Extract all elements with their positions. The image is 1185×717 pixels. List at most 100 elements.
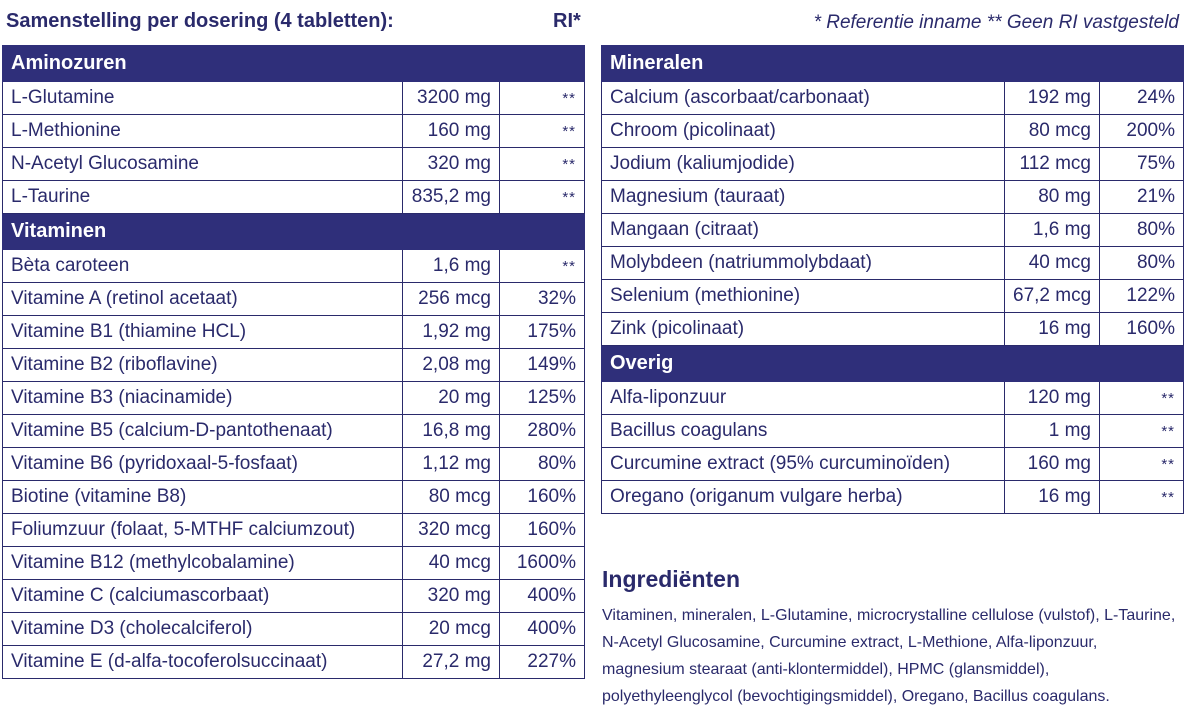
- nutrient-amount: 320 mg: [402, 147, 500, 181]
- nutrient-name: L-Glutamine: [2, 81, 403, 115]
- nutrient-amount: 835,2 mg: [402, 180, 500, 214]
- nutrient-ri: 149%: [499, 348, 585, 382]
- nutrient-amount: 112 mcg: [1004, 147, 1100, 181]
- nutrient-ri: 125%: [499, 381, 585, 415]
- table-row: Bacillus coagulans 1 mg **: [601, 414, 1185, 448]
- table-row: L-Glutamine 3200 mg **: [2, 81, 585, 115]
- nutrient-name: Vitamine B6 (pyridoxaal-5-fosfaat): [2, 447, 403, 481]
- table-row: Bèta caroteen 1,6 mg **: [2, 249, 585, 283]
- nutrient-amount: 1,12 mg: [402, 447, 500, 481]
- nutrient-ri: 175%: [499, 315, 585, 349]
- nutrient-ri: 160%: [499, 480, 585, 514]
- nutrient-name: Jodium (kaliumjodide): [601, 147, 1005, 181]
- nutrient-amount: 192 mg: [1004, 81, 1100, 115]
- table-row: Vitamine D3 (cholecalciferol) 20 mcg 400%: [2, 612, 585, 646]
- nutrient-ri: **: [1098, 381, 1185, 415]
- table-row: Chroom (picolinaat) 80 mcg 200%: [601, 114, 1185, 148]
- nutrient-amount: 3200 mg: [402, 81, 500, 115]
- nutrient-ri: **: [499, 114, 585, 148]
- nutrient-name: Alfa-liponzuur: [601, 381, 1005, 415]
- nutrient-ri: **: [499, 249, 585, 283]
- nutrient-ri: 280%: [499, 414, 585, 448]
- nutrient-name: Foliumzuur (folaat, 5-MTHF calciumzout): [2, 513, 403, 547]
- nutrient-ri: 32%: [499, 282, 585, 316]
- left-nutrition-table: Aminozuren L-Glutamine 3200 mg ** L-Methioni…: [2, 45, 585, 679]
- nutrient-name: Selenium (methionine): [601, 279, 1005, 313]
- nutrient-name: Vitamine B12 (methylcobalamine): [2, 546, 403, 580]
- table-row: Vitamine B3 (niacinamide) 20 mg 125%: [2, 381, 585, 415]
- nutrient-ri: **: [499, 147, 585, 181]
- ingredients-text: Vitaminen, mineralen, L-Glutamine, micro…: [602, 607, 1176, 705]
- table-row: Foliumzuur (folaat, 5-MTHF calciumzout) 3…: [2, 513, 585, 547]
- nutrient-amount: 20 mcg: [402, 612, 500, 646]
- table-row: Vitamine C (calciumascorbaat) 320 mg 400%: [2, 579, 585, 613]
- nutrient-ri: **: [1098, 414, 1185, 448]
- nutrient-ri: 122%: [1098, 279, 1185, 313]
- nutrient-amount: 2,08 mg: [402, 348, 500, 382]
- nutrient-name: Mangaan (citraat): [601, 213, 1005, 247]
- nutrient-ri: 1600%: [499, 546, 585, 580]
- nutrient-amount: 27,2 mg: [402, 645, 500, 679]
- nutrient-name: L-Methionine: [2, 114, 403, 148]
- nutrient-name: Magnesium (tauraat): [601, 180, 1005, 214]
- nutrient-ri: 21%: [1098, 180, 1185, 214]
- nutrient-ri: 160%: [1098, 312, 1185, 346]
- nutrient-amount: 320 mcg: [402, 513, 500, 547]
- table-row: Mangaan (citraat) 1,6 mg 80%: [601, 213, 1185, 247]
- table-row: Calcium (ascorbaat/carbonaat) 192 mg 24%: [601, 81, 1185, 115]
- table-row: Magnesium (tauraat) 80 mg 21%: [601, 180, 1185, 214]
- nutrient-amount: 40 mcg: [1004, 246, 1100, 280]
- nutrient-amount: 256 mcg: [402, 282, 500, 316]
- nutrient-ri: 160%: [499, 513, 585, 547]
- nutrient-amount: 120 mg: [1004, 381, 1100, 415]
- nutrient-name: Bèta caroteen: [2, 249, 403, 283]
- section-header: Mineralen: [600, 45, 1185, 82]
- section-header: Overig: [600, 345, 1185, 382]
- nutrient-amount: 16 mg: [1004, 480, 1100, 514]
- nutrient-name: Molybdeen (natriummolybdaat): [601, 246, 1005, 280]
- ingredients-title: Ingrediënten: [602, 566, 741, 592]
- nutrient-ri: 24%: [1098, 81, 1185, 115]
- left-table-body: Aminozuren L-Glutamine 3200 mg ** L-Methioni…: [2, 45, 585, 679]
- nutrient-ri: 80%: [1098, 246, 1185, 280]
- nutrient-ri: 80%: [499, 447, 585, 481]
- nutrient-amount: 80 mcg: [1004, 114, 1100, 148]
- nutrient-name: Biotine (vitamine B8): [2, 480, 403, 514]
- table-row: Vitamine B1 (thiamine HCL) 1,92 mg 175%: [2, 315, 585, 349]
- table-row: Alfa-liponzuur 120 mg **: [601, 381, 1185, 415]
- table-row: Vitamine E (d-alfa-tocoferolsuccinaat) 27…: [2, 645, 585, 679]
- nutrient-ri: 400%: [499, 579, 585, 613]
- nutrient-ri: **: [1098, 480, 1185, 514]
- table-row: Zink (picolinaat) 16 mg 160%: [601, 312, 1185, 346]
- table-row: L-Taurine 835,2 mg **: [2, 180, 585, 214]
- table-row: Vitamine A (retinol acetaat) 256 mcg 32%: [2, 282, 585, 316]
- nutrient-name: Vitamine B5 (calcium-D-pantothenaat): [2, 414, 403, 448]
- nutrient-name: Bacillus coagulans: [601, 414, 1005, 448]
- nutrient-amount: 16,8 mg: [402, 414, 500, 448]
- section-title: Vitaminen: [2, 213, 585, 250]
- nutrient-amount: 16 mg: [1004, 312, 1100, 346]
- nutrient-name: Calcium (ascorbaat/carbonaat): [601, 81, 1005, 115]
- section-header: Aminozuren: [2, 45, 585, 82]
- nutrient-name: Zink (picolinaat): [601, 312, 1005, 346]
- nutrient-ri: **: [499, 81, 585, 115]
- nutrient-ri: **: [1098, 447, 1185, 481]
- nutrient-ri: 75%: [1098, 147, 1185, 181]
- composition-heading: Samenstelling per dosering (4 tabletten)…: [6, 10, 394, 32]
- nutrient-amount: 1,92 mg: [402, 315, 500, 349]
- nutrient-amount: 1,6 mg: [402, 249, 500, 283]
- nutrient-amount: 80 mcg: [402, 480, 500, 514]
- nutrient-name: Vitamine A (retinol acetaat): [2, 282, 403, 316]
- nutrient-name: Vitamine C (calciumascorbaat): [2, 579, 403, 613]
- section-title: Mineralen: [600, 45, 1185, 82]
- section-title: Overig: [600, 345, 1185, 382]
- table-row: L-Methionine 160 mg **: [2, 114, 585, 148]
- nutrient-amount: 160 mg: [1004, 447, 1100, 481]
- nutrient-amount: 67,2 mcg: [1004, 279, 1100, 313]
- nutrient-name: Curcumine extract (95% curcuminoïden): [601, 447, 1005, 481]
- ri-heading: RI*: [553, 10, 581, 32]
- table-row: Selenium (methionine) 67,2 mcg 122%: [601, 279, 1185, 313]
- table-row: Vitamine B2 (riboflavine) 2,08 mg 149%: [2, 348, 585, 382]
- nutrient-name: Vitamine B2 (riboflavine): [2, 348, 403, 382]
- nutrient-ri: **: [499, 180, 585, 214]
